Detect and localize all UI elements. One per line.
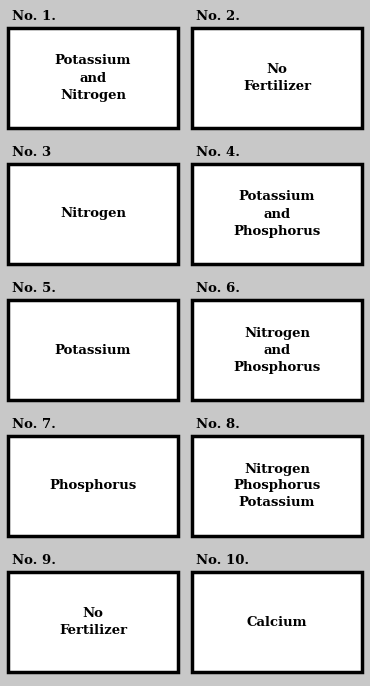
Bar	[192, 300, 362, 400]
Bar	[192, 164, 362, 264]
Bar	[8, 572, 178, 672]
Text: No. 1.: No. 1.	[12, 10, 56, 23]
Bar	[8, 28, 178, 128]
Bar	[8, 164, 178, 264]
Text: Potassium
and
Phosphorus: Potassium and Phosphorus	[233, 191, 321, 237]
Text: No. 7.: No. 7.	[12, 418, 56, 431]
Bar	[192, 28, 362, 128]
Text: No
Fertilizer: No Fertilizer	[59, 607, 127, 637]
Text: No. 5.: No. 5.	[12, 283, 56, 296]
Text: No. 2.: No. 2.	[196, 10, 240, 23]
Text: No. 9.: No. 9.	[12, 554, 56, 567]
Bar	[8, 300, 178, 400]
Text: No. 10.: No. 10.	[196, 554, 249, 567]
Bar	[8, 436, 178, 536]
Text: Phosphorus: Phosphorus	[49, 480, 137, 493]
Text: Nitrogen
Phosphorus
Potassium: Nitrogen Phosphorus Potassium	[233, 462, 321, 510]
Text: Nitrogen: Nitrogen	[60, 207, 126, 220]
Text: No. 6.: No. 6.	[196, 283, 240, 296]
Text: No
Fertilizer: No Fertilizer	[243, 63, 311, 93]
Text: No. 8.: No. 8.	[196, 418, 240, 431]
Text: No. 3: No. 3	[12, 147, 51, 160]
Text: No. 4.: No. 4.	[196, 147, 240, 160]
Bar	[192, 436, 362, 536]
Text: Potassium
and
Nitrogen: Potassium and Nitrogen	[55, 54, 131, 102]
Bar	[192, 572, 362, 672]
Text: Calcium: Calcium	[247, 615, 307, 628]
Text: Potassium: Potassium	[55, 344, 131, 357]
Text: Nitrogen
and
Phosphorus: Nitrogen and Phosphorus	[233, 327, 321, 373]
